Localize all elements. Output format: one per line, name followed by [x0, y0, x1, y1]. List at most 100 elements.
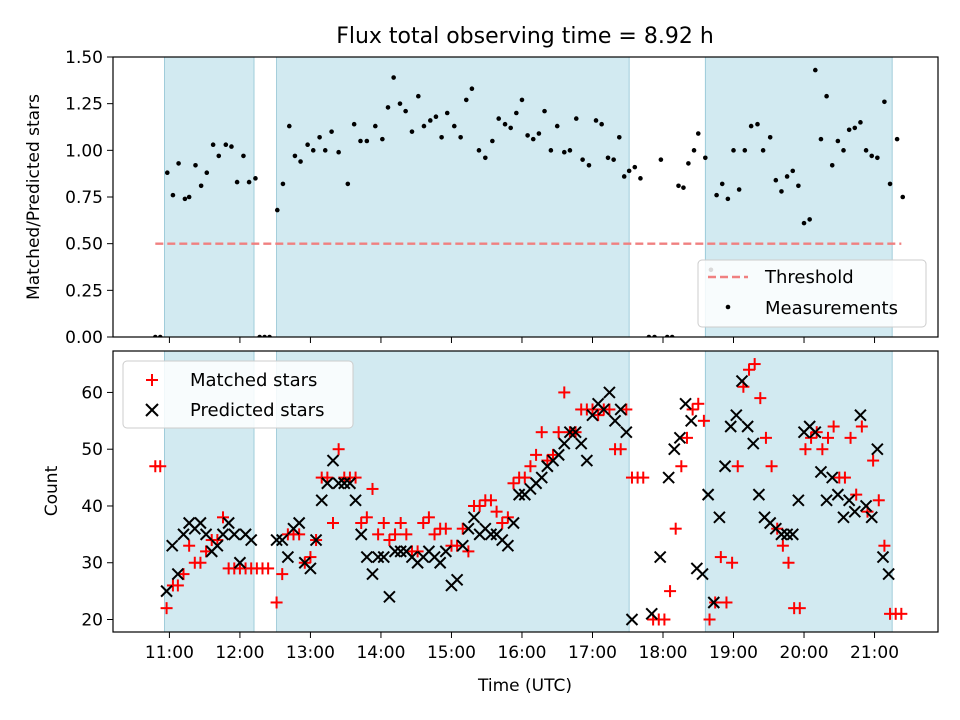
- matched-star-point: [535, 426, 548, 439]
- matched-star-point: [160, 602, 173, 615]
- predicted-star-point: [718, 460, 732, 473]
- predicted-star-point: [752, 488, 766, 501]
- predicted-star-point: [450, 573, 464, 586]
- measurement-point: [586, 162, 592, 168]
- top-y-tick-label: 0.00: [65, 328, 103, 348]
- top-y-tick-label: 1.25: [65, 95, 103, 115]
- bottom-y-tick-label: 40: [81, 497, 103, 517]
- measurement-point: [841, 148, 846, 153]
- bottom-y-tick-label: 30: [81, 554, 103, 574]
- top-y-tick-label: 1.50: [65, 48, 103, 68]
- matched-star-point: [855, 420, 868, 433]
- predicted-star-point: [792, 494, 805, 507]
- predicted-star-point: [199, 528, 213, 541]
- predicted-star-point: [315, 494, 328, 507]
- measurement-point: [463, 97, 469, 103]
- predicted-star-point: [662, 471, 675, 484]
- predicted-legend-label: Predicted stars: [190, 400, 324, 421]
- measurement-point: [409, 129, 415, 134]
- predicted-star-point: [574, 437, 588, 450]
- measurement-point: [605, 155, 611, 161]
- bottom-y-tick-label: 20: [81, 611, 103, 631]
- predicted-star-point: [741, 420, 754, 433]
- measurement-point: [621, 174, 627, 179]
- measurement-point: [234, 179, 240, 185]
- matched-star-point: [850, 488, 863, 501]
- matched-star-point: [658, 613, 671, 626]
- matched-star-point: [293, 528, 306, 541]
- measurement-point: [514, 110, 519, 116]
- bottom-legend: Matched stars Predicted stars: [122, 360, 354, 429]
- matched-star-point: [703, 613, 716, 626]
- measurement-point: [358, 138, 363, 144]
- matched-star-point: [799, 443, 812, 456]
- predicted-star-point: [865, 511, 878, 524]
- x-tick-label: 20:00: [780, 643, 829, 663]
- predicted-star-point: [332, 477, 345, 490]
- predicted-star-point: [233, 556, 247, 569]
- matched-star-point: [484, 494, 497, 507]
- matched-star-point: [177, 568, 190, 581]
- measurement-point: [900, 194, 906, 200]
- measurement-point: [695, 131, 701, 136]
- x-tick-label: 13:00: [286, 643, 335, 663]
- measurement-point: [451, 123, 457, 129]
- predicted-star-point: [707, 596, 720, 609]
- measurement-point: [216, 153, 222, 159]
- matched-star-point: [765, 460, 778, 473]
- predicted-star-point: [673, 431, 687, 445]
- bottom-panel: 20 30 40 50 60 11:00 12:00 13:00 14:00 15:00 16:0…: [42, 350, 939, 696]
- measurement-point: [801, 220, 807, 226]
- chart-title: Flux total observing time = 8.92 h: [336, 24, 714, 49]
- matched-star-point: [332, 443, 345, 456]
- predicted-star-point: [747, 437, 760, 450]
- predicted-star-point: [848, 505, 862, 518]
- predicted-star-point: [569, 425, 582, 439]
- x-tick-label: 16:00: [497, 643, 546, 663]
- matched-star-point: [377, 517, 390, 530]
- matched-star-point: [844, 431, 857, 444]
- predicted-star-point: [668, 443, 681, 456]
- matched-star-point: [541, 454, 554, 467]
- predicted-star-point: [854, 408, 867, 422]
- predicted-star-point: [354, 528, 368, 541]
- predicted-star-point: [859, 499, 873, 513]
- matched-star-point: [743, 363, 756, 376]
- matched-star-point: [680, 431, 693, 444]
- measurement-point: [875, 155, 880, 161]
- predicted-star-point: [433, 556, 447, 569]
- matched-star-point: [816, 443, 829, 456]
- matched-star-point: [637, 471, 650, 484]
- predicted-star-point: [730, 408, 743, 422]
- bottom-x-axis: 11:00 12:00 13:00 14:00 15:00 16:00 17:00 18:00…: [145, 632, 899, 663]
- bottom-y-tick-label: 50: [81, 440, 103, 460]
- measurement-point: [241, 153, 246, 159]
- measurements-legend-swatch: [725, 304, 731, 310]
- measurement-point: [658, 157, 664, 162]
- measurement-point: [686, 161, 691, 166]
- matched-star-point: [507, 477, 520, 490]
- matched-star-point: [304, 551, 317, 564]
- matched-star-point: [462, 545, 475, 558]
- predicted-star-point: [826, 471, 839, 484]
- predicted-star-point: [684, 414, 698, 428]
- measurement-point: [421, 123, 427, 129]
- matched-star-point: [327, 517, 339, 530]
- measurement-point: [298, 159, 303, 164]
- predicted-star-point: [620, 425, 633, 439]
- measurement-point: [784, 174, 790, 179]
- predicted-star-point: [820, 494, 833, 507]
- matched-star-point: [895, 607, 908, 620]
- measurement-point: [813, 67, 818, 73]
- matched-star-point: [154, 460, 167, 473]
- measurement-point: [176, 161, 181, 166]
- predicted-star-point: [222, 516, 235, 530]
- measurement-point: [380, 136, 385, 142]
- predicted-star-point: [780, 528, 794, 541]
- predicted-star-point: [244, 533, 258, 547]
- matched-star-point: [620, 403, 633, 416]
- matched-star-point: [793, 602, 806, 615]
- matched-star-point: [422, 511, 435, 524]
- measurement-point: [755, 121, 760, 127]
- measurement-point: [714, 192, 719, 198]
